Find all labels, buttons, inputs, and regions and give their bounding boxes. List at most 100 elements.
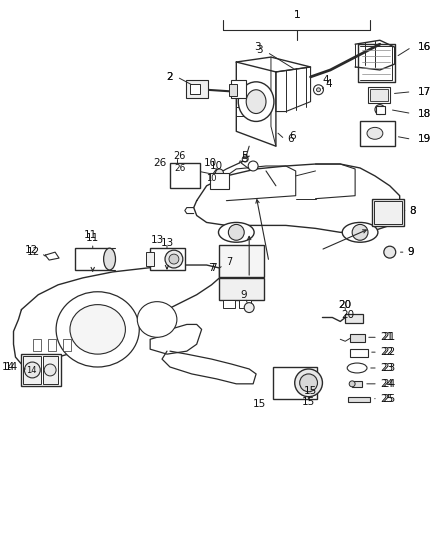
Text: 12: 12 xyxy=(27,247,40,257)
Bar xyxy=(219,245,264,277)
Text: 9: 9 xyxy=(408,247,414,257)
Text: 4: 4 xyxy=(322,75,329,85)
Bar xyxy=(376,106,385,114)
Text: 9: 9 xyxy=(408,247,414,257)
Bar xyxy=(350,334,365,342)
Ellipse shape xyxy=(347,363,367,373)
Text: 15: 15 xyxy=(304,386,317,396)
Text: 21: 21 xyxy=(382,332,395,342)
Ellipse shape xyxy=(342,222,378,242)
Bar xyxy=(63,340,71,351)
Text: 20: 20 xyxy=(342,310,355,319)
Bar xyxy=(209,173,230,189)
Ellipse shape xyxy=(367,127,383,139)
Text: 13: 13 xyxy=(160,238,173,248)
Text: 25: 25 xyxy=(382,394,395,403)
Text: 21: 21 xyxy=(380,332,393,342)
Text: 10: 10 xyxy=(206,174,217,183)
Circle shape xyxy=(44,364,56,376)
Text: 26: 26 xyxy=(154,158,167,168)
Bar xyxy=(170,163,200,188)
Bar xyxy=(150,248,185,270)
Bar xyxy=(186,80,208,98)
Ellipse shape xyxy=(70,305,125,354)
Text: 4: 4 xyxy=(325,79,332,89)
Text: 10: 10 xyxy=(210,161,223,171)
Text: 6: 6 xyxy=(287,134,294,144)
Text: 7: 7 xyxy=(226,257,233,267)
Bar xyxy=(23,356,41,384)
Text: 19: 19 xyxy=(417,134,431,144)
Bar xyxy=(33,340,41,351)
Circle shape xyxy=(215,169,223,177)
Bar xyxy=(350,349,368,357)
Circle shape xyxy=(352,224,368,240)
Circle shape xyxy=(317,88,321,92)
Circle shape xyxy=(384,246,396,258)
Text: 22: 22 xyxy=(382,347,395,357)
Bar xyxy=(352,381,362,387)
Ellipse shape xyxy=(137,302,177,337)
Text: 11: 11 xyxy=(84,230,97,240)
Text: 20: 20 xyxy=(339,300,352,310)
Text: 15: 15 xyxy=(253,399,266,409)
Text: 20: 20 xyxy=(339,300,352,310)
Text: 17: 17 xyxy=(417,87,431,96)
Text: 9: 9 xyxy=(240,290,247,300)
Text: 24: 24 xyxy=(382,379,395,389)
Text: 24: 24 xyxy=(380,379,393,389)
Text: 16: 16 xyxy=(417,42,431,52)
Text: 8: 8 xyxy=(410,206,416,215)
Text: 23: 23 xyxy=(380,363,393,373)
Bar xyxy=(370,89,388,101)
Bar xyxy=(345,313,363,324)
Bar xyxy=(348,397,370,402)
Circle shape xyxy=(228,224,244,240)
Text: 5: 5 xyxy=(241,154,247,164)
Text: 7: 7 xyxy=(208,263,215,273)
Text: 23: 23 xyxy=(382,363,395,373)
Bar xyxy=(239,300,251,308)
Circle shape xyxy=(25,362,40,378)
Text: 2: 2 xyxy=(166,72,173,82)
Text: 2: 2 xyxy=(166,72,173,82)
Circle shape xyxy=(169,254,179,264)
Bar xyxy=(360,122,395,146)
Bar xyxy=(223,300,235,308)
Text: 6: 6 xyxy=(290,131,296,141)
Ellipse shape xyxy=(56,292,139,367)
Text: 19: 19 xyxy=(417,134,431,144)
Text: 26: 26 xyxy=(174,165,186,173)
Bar xyxy=(190,84,200,94)
Text: 17: 17 xyxy=(417,87,431,96)
Bar xyxy=(219,278,264,300)
Text: 14: 14 xyxy=(26,367,37,375)
Bar xyxy=(21,354,61,386)
Ellipse shape xyxy=(246,90,266,114)
Text: 3: 3 xyxy=(256,45,262,55)
Bar xyxy=(230,84,237,96)
Circle shape xyxy=(244,303,254,312)
Text: 8: 8 xyxy=(410,206,416,215)
Circle shape xyxy=(314,85,323,95)
Text: 16: 16 xyxy=(417,42,431,52)
Circle shape xyxy=(295,369,322,397)
Bar xyxy=(231,80,246,98)
Text: 7: 7 xyxy=(210,263,216,273)
Text: 22: 22 xyxy=(380,347,393,357)
Text: 1: 1 xyxy=(293,11,300,20)
Text: 14: 14 xyxy=(2,362,15,372)
Text: 15: 15 xyxy=(302,397,315,407)
Bar xyxy=(273,367,318,399)
Text: 14: 14 xyxy=(5,362,18,372)
Bar xyxy=(372,199,404,227)
Ellipse shape xyxy=(219,222,254,242)
Text: 1: 1 xyxy=(293,11,300,20)
Circle shape xyxy=(300,374,318,392)
Text: 13: 13 xyxy=(151,235,164,245)
Text: 26: 26 xyxy=(174,151,186,161)
Text: 10: 10 xyxy=(203,158,216,168)
Ellipse shape xyxy=(238,82,274,122)
Bar xyxy=(146,252,154,266)
Circle shape xyxy=(375,104,385,115)
